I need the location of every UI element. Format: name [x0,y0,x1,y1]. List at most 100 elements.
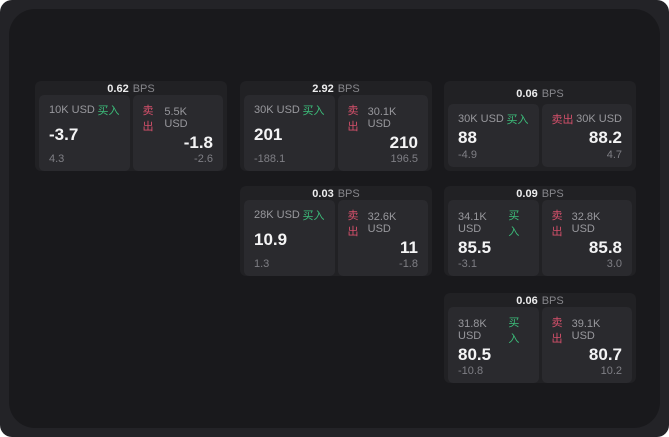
buy-size-label: 30K USD [254,104,300,116]
bps-value: 0.03 [312,188,334,200]
bps-unit-label: BPS [541,87,564,100]
buy-panel-top: 28K USD 买入 [254,207,325,223]
bps-value: 0.06 [516,295,538,307]
buy-side-label: 买入 [302,105,325,117]
buy-price: 85.5 [458,238,492,257]
sell-price: 80.7 [588,345,622,364]
buy-panel[interactable]: 28K USD 买入 10.9 1.3 [244,200,335,276]
sell-panel[interactable]: 卖出 39.1K USD 80.7 10.2 [541,307,632,383]
sell-panel[interactable]: 卖出 5.5K USD -1.8 -2.6 [132,95,223,171]
bps-unit-label: BPS [541,188,564,200]
card-body: 34.1K USD 买入 85.5 -3.1 卖出 32.8K USD 85.8… [444,200,636,280]
sell-panel[interactable]: 卖出 32.8K USD 85.8 3.0 [541,200,632,276]
card-header: 0.62 BPS [35,81,227,95]
sell-panel[interactable]: 卖出 32.6K USD 11 -1.8 [337,200,428,276]
sell-size-label: 39.1K USD [571,318,601,342]
card-header: 0.06 BPS [444,81,636,104]
buy-size-label: 10K USD [49,104,95,116]
sell-panel-top: 卖出 30.1K USD [348,102,419,134]
sell-delta: -1.8 [399,257,418,270]
bps-unit-label: BPS [541,295,564,307]
card-body: 31.8K USD 买入 80.5 -10.8 卖出 39.1K USD 80.… [444,307,636,387]
bps-unit-label: BPS [337,188,360,200]
bps-value: 0.06 [516,87,538,100]
quote-card: 0.09 BPS 34.1K USD 买入 85.5 -3.1 卖出 32.8K… [444,186,636,276]
card-body: 30K USD 买入 88 -4.9 卖出 30K USD 88.2 4.7 [444,104,636,171]
card-header: 0.09 BPS [444,186,636,200]
sell-size-label: 32.8K USD [571,211,601,235]
buy-side-label: 买入 [508,317,520,345]
sell-side-label: 卖出 [551,210,563,238]
buy-price: 201 [254,125,283,144]
buy-price: 88 [458,127,477,147]
buy-side-label: 买入 [302,210,325,222]
buy-delta: 4.3 [49,152,65,165]
sell-price: 85.8 [588,238,622,257]
quote-card: 0.06 BPS 30K USD 买入 88 -4.9 卖出 30K USD 8… [444,81,636,171]
quote-card: 0.62 BPS 10K USD 买入 -3.7 4.3 卖出 5.5K USD… [35,81,227,171]
sell-price: 210 [389,133,418,152]
buy-panel[interactable]: 10K USD 买入 -3.7 4.3 [39,95,130,171]
buy-size-label: 34.1K USD [458,211,487,235]
buy-panel[interactable]: 31.8K USD 买入 80.5 -10.8 [448,307,539,383]
sell-panel[interactable]: 卖出 30K USD 88.2 4.7 [541,104,632,167]
buy-price: 10.9 [254,230,288,249]
bps-value: 0.09 [516,188,538,200]
buy-panel-top: 30K USD 买入 [458,111,529,127]
buy-panel[interactable]: 30K USD 买入 88 -4.9 [448,104,539,167]
buy-panel[interactable]: 30K USD 买入 201 -188.1 [244,95,335,171]
sell-panel-top: 卖出 32.6K USD [348,207,419,239]
card-header: 0.03 BPS [240,186,432,200]
buy-delta: -4.9 [458,149,477,161]
card-body: 10K USD 买入 -3.7 4.3 卖出 5.5K USD -1.8 -2.… [35,95,227,175]
sell-panel[interactable]: 卖出 30.1K USD 210 196.5 [337,95,428,171]
sell-price: 88.2 [588,127,622,147]
sell-delta: 196.5 [390,152,418,165]
buy-side-label: 买入 [506,114,529,126]
sell-size-label: 30.1K USD [367,106,397,130]
sell-side-label: 卖出 [347,105,359,133]
sell-size-label: 30K USD [576,113,622,125]
buy-size-label: 30K USD [458,113,504,125]
bps-value: 0.62 [107,83,129,95]
sell-size-label: 5.5K USD [164,106,188,130]
buy-panel-top: 31.8K USD 买入 [458,314,529,346]
quote-card: 0.03 BPS 28K USD 买入 10.9 1.3 卖出 32.6K US… [240,186,432,276]
buy-price: -3.7 [49,125,79,144]
sell-panel-top: 卖出 39.1K USD [552,314,623,346]
buy-side-label: 买入 [508,210,520,238]
buy-price: 80.5 [458,345,492,364]
sell-price: 11 [400,238,418,257]
sell-size-label: 32.6K USD [367,211,397,235]
sell-delta: 10.2 [600,364,622,377]
sell-delta: 4.7 [606,149,622,161]
bps-unit-label: BPS [132,83,155,95]
sell-side-label: 卖出 [142,105,154,133]
sell-side-label: 卖出 [551,114,574,126]
buy-size-label: 31.8K USD [458,318,487,342]
sell-side-label: 卖出 [347,210,359,238]
buy-size-label: 28K USD [254,209,300,221]
buy-delta: 1.3 [254,257,270,270]
card-body: 28K USD 买入 10.9 1.3 卖出 32.6K USD 11 -1.8 [240,200,432,280]
sell-panel-top: 卖出 5.5K USD [143,102,214,134]
buy-delta: -3.1 [458,257,477,270]
buy-side-label: 买入 [97,105,120,117]
sell-delta: -2.6 [194,152,213,165]
sell-price: -1.8 [183,133,213,152]
bps-unit-label: BPS [337,83,360,95]
card-header: 2.92 BPS [240,81,432,95]
buy-panel-top: 10K USD 买入 [49,102,120,118]
buy-panel[interactable]: 34.1K USD 买入 85.5 -3.1 [448,200,539,276]
buy-delta: -10.8 [458,364,484,377]
bps-value: 2.92 [312,83,334,95]
quote-card: 2.92 BPS 30K USD 买入 201 -188.1 卖出 30.1K … [240,81,432,171]
sell-delta: 3.0 [606,257,622,270]
quote-card: 0.06 BPS 31.8K USD 买入 80.5 -10.8 卖出 39.1… [444,293,636,383]
card-header: 0.06 BPS [444,293,636,307]
sell-panel-top: 卖出 32.8K USD [552,207,623,239]
buy-delta: -188.1 [254,152,286,165]
sell-side-label: 卖出 [551,317,563,345]
buy-panel-top: 30K USD 买入 [254,102,325,118]
